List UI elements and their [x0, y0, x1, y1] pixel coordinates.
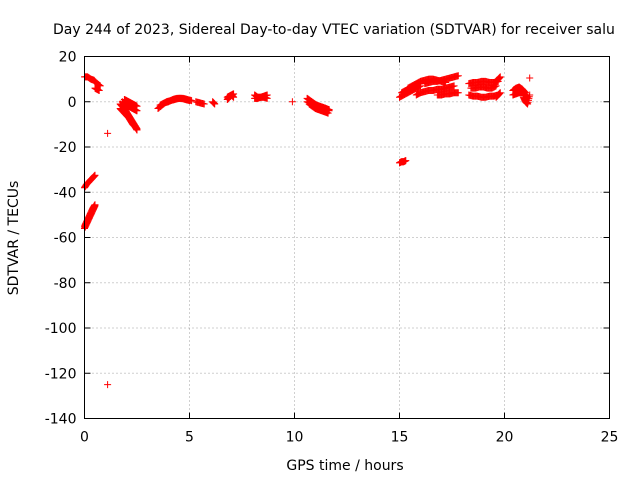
data-point — [526, 91, 534, 99]
y-tick-labels: 20 0 -20 -40 -60 -80 -100 -120 -140 — [45, 50, 77, 428]
x-tick-label: 5 — [185, 430, 194, 446]
data-point — [133, 102, 141, 110]
data-point — [104, 129, 112, 137]
y-tick-label: -140 — [45, 412, 77, 428]
x-tick-label: 15 — [391, 430, 409, 446]
y-tick-label: -20 — [54, 140, 77, 156]
x-tick-label: 10 — [286, 430, 304, 446]
data-point — [96, 82, 104, 90]
chart-title: Day 244 of 2023, Sidereal Day-to-day VTE… — [53, 22, 615, 38]
x-tick-labels: 0 5 10 15 20 25 — [80, 430, 618, 446]
plot-frame — [84, 56, 610, 419]
data-point — [402, 157, 410, 165]
data-point — [200, 100, 208, 108]
data-point — [95, 86, 103, 94]
grid-lines — [84, 56, 610, 419]
x-axis-label: GPS time / hours — [286, 458, 403, 474]
data-point — [263, 94, 271, 102]
y-tick-label: -60 — [54, 231, 77, 247]
data-point — [91, 171, 99, 179]
x-tick-label: 20 — [496, 430, 514, 446]
data-point — [454, 89, 462, 97]
data-point — [450, 82, 458, 90]
data-point — [211, 100, 219, 108]
x-tick-label: 25 — [601, 430, 619, 446]
data-point — [288, 98, 296, 106]
data-point — [186, 97, 193, 105]
data-point — [324, 109, 332, 117]
y-tick-label: -80 — [54, 276, 77, 292]
data-point — [526, 74, 534, 82]
y-tick-label: -100 — [45, 321, 77, 337]
data-point — [133, 126, 141, 134]
y-axis-label: SDTVAR / TECUs — [6, 181, 22, 296]
y-tick-label: -40 — [54, 185, 77, 201]
data-point — [496, 73, 504, 81]
data-point — [230, 93, 238, 101]
axis-ticks — [84, 56, 610, 419]
data-point — [91, 201, 99, 209]
y-tick-label: 20 — [59, 50, 77, 66]
data-point — [496, 89, 504, 97]
data-point — [104, 381, 112, 389]
data-point — [454, 72, 462, 80]
y-tick-label: -120 — [45, 366, 77, 382]
x-tick-label: 0 — [80, 430, 89, 446]
data-points — [81, 72, 534, 389]
y-tick-label: 0 — [68, 95, 77, 111]
